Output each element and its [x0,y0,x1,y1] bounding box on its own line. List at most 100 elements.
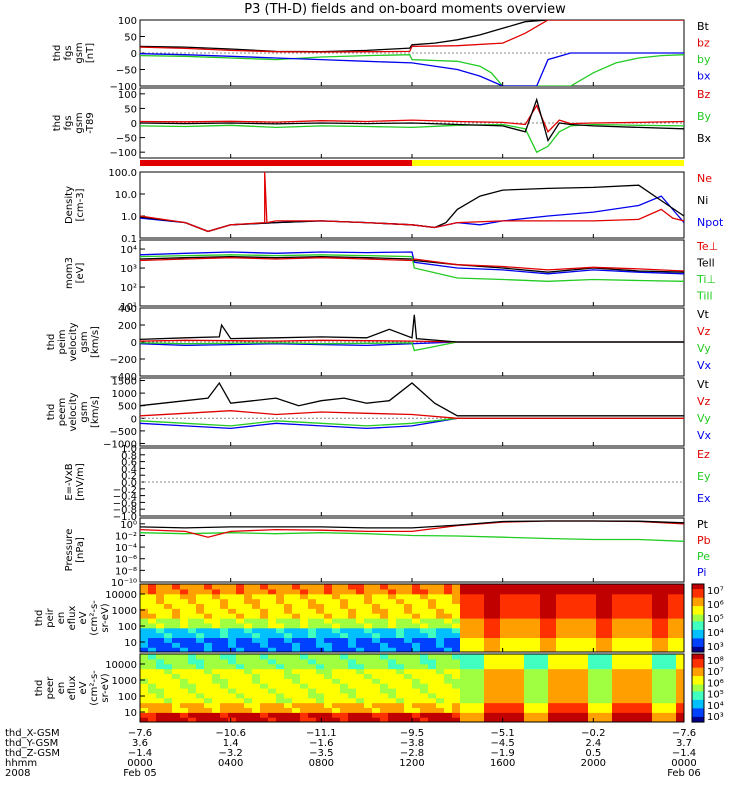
colorbar-cell [692,650,704,653]
spectrogram-cell [428,632,437,639]
spectrogram-cell [204,707,213,713]
series-line [140,532,684,542]
spectrogram-cell [196,603,205,609]
spectrogram-cell [588,654,597,660]
spectrogram-cell [516,627,525,634]
spectrogram-cell [492,678,501,684]
spectrogram-cell [172,613,181,619]
spectrogram-cell [348,618,357,624]
spectrogram-cell [340,603,349,609]
spectrogram-cell [212,622,221,629]
spectrogram-cell [260,658,269,665]
spectrogram-cell [572,678,581,684]
spectrogram-cell [308,642,317,648]
spectrogram-cell [404,627,413,634]
spectrogram-cell [612,712,621,718]
spectrogram-cell [204,613,213,619]
spectrogram-cell [476,637,485,643]
spectrogram-cell [356,584,365,590]
y-axis-label-line: eV [78,681,89,694]
y-axis-label-line: E=-VxB [64,463,75,500]
spectrogram-cell [172,593,181,600]
colorbar-cell [692,614,704,617]
spectrogram-cell [652,647,661,652]
colorbar-cell [692,706,704,709]
spectrogram-cell [580,642,589,648]
spectrogram-cell [308,717,317,722]
spectrogram-cell [244,608,253,614]
spectrogram-cell [396,618,405,624]
spectrogram-cell [460,642,469,648]
spectrogram-cell [412,663,421,670]
spectrogram-cell [268,622,277,629]
spectrogram-cell [508,654,517,660]
spectrogram-cell [428,603,437,609]
spectrogram-cell [180,712,189,718]
spectrogram-cell [636,608,645,614]
spectrogram-cell [532,678,541,684]
spectrogram-cell [364,622,373,629]
spectrogram-cell [476,603,485,609]
spectrogram-cell [420,712,429,718]
y-tick-label: 50 [124,104,137,115]
spectrogram-cell [556,697,565,704]
colorbar-cell [692,693,704,696]
spectrogram-cell [428,683,437,689]
spectrogram-cell [348,632,357,639]
spectrogram-cell [612,678,621,684]
spectrogram-cell [196,683,205,689]
spectrogram-cell [236,647,245,652]
spectrogram-cell [484,658,493,665]
spectrogram-cell [332,603,341,609]
spectrogram-cell [220,588,229,595]
colorbar-cell [692,638,704,641]
spectrogram-cell [188,642,197,648]
spectrogram-cell [484,613,493,619]
spectrogram-cell [596,707,605,713]
spectrogram-cell [196,647,205,652]
spectrogram-cell [508,613,517,619]
spectrogram-cell [588,668,597,675]
y-axis-label-line: thd [34,610,45,627]
colorbar-tick-label: 10⁸ [707,656,724,667]
spectrogram-cell [468,688,477,694]
y-axis-label-line: gsm [74,112,85,133]
spectrogram-cell [628,697,637,704]
spectrogram-cell [460,603,469,609]
colorbar-cell [692,645,704,648]
spectrogram-cell [148,697,157,704]
spectrogram-cell [484,663,493,670]
spectrogram-cell [492,642,501,648]
spectrogram-cell [620,642,629,648]
spectrogram-cell [308,598,317,605]
spectrogram-cell [364,678,373,684]
spectrogram-cell [356,588,365,595]
spectrogram-cell [668,692,677,699]
spectrogram-cell [300,678,309,684]
spectrogram-cell [540,618,549,624]
spectrogram-cell [348,717,357,722]
spectrogram-cell [548,683,557,689]
spectrogram-cell [220,683,229,689]
spectrogram-cell [492,588,501,595]
spectrogram-cell [676,642,684,648]
spectrogram-cell [604,683,613,689]
spectrogram-cell [532,647,541,652]
spectrogram-cell [460,692,469,699]
spectrogram-cell [548,697,557,704]
spectrogram-cell [276,673,285,679]
y-tick-label: −500 [110,427,137,438]
spectrogram-cell [324,637,333,643]
spectrogram-cell [164,642,173,648]
spectrogram-cell [292,622,301,629]
spectrogram-cell [444,598,453,605]
y-tick-label: 200 [118,321,137,332]
spectrogram-cell [284,613,293,619]
spectrogram-cell [156,658,165,665]
spectrogram-cell [572,593,581,600]
spectrogram-cell [156,678,165,684]
spectrogram-cell [420,593,429,600]
spectrogram-cell [356,618,365,624]
